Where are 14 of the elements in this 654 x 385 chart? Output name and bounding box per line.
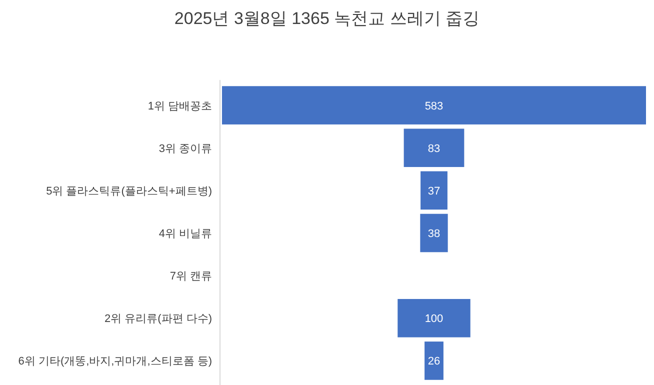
data-label: 37 (428, 185, 440, 198)
category-label: 5위 플라스틱류(플라스틱+페트병) (46, 185, 212, 198)
data-label: 26 (428, 356, 440, 368)
text: 2025년 3월8일 1365 녹천교 쓰레기 줍깅 (174, 9, 480, 28)
data-label: 83 (428, 142, 440, 155)
category-label: 3위 종이류 (158, 142, 212, 155)
category-label: 7위 캔류 (170, 270, 212, 283)
category-label: 4위 비닐류 (158, 228, 212, 240)
category-label: 1위 담배꽁초 (148, 100, 212, 112)
category-label: 2위 유리류(파편 다수) (104, 313, 212, 326)
data-label: 100 (424, 313, 444, 326)
category-label: 6위 기타(개똥,바지,귀마개,스티로폼 등) (18, 356, 212, 368)
data-label: 38 (428, 228, 440, 240)
data-label: 583 (424, 100, 444, 112)
